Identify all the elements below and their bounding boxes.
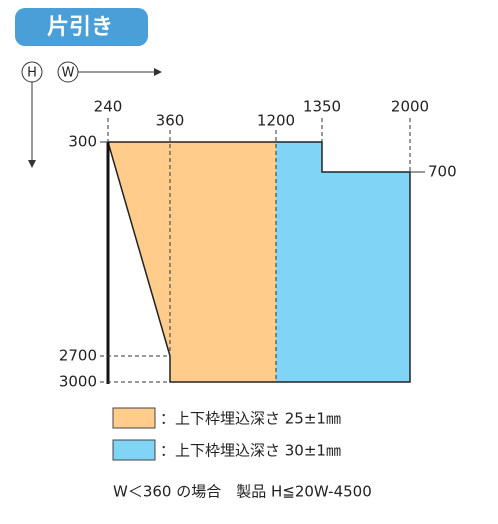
legend-label: ：上下枠埋込深さ 30±1㎜ xyxy=(160,442,341,460)
badge-text: 片引き xyxy=(47,15,113,40)
y-label: 2700 xyxy=(59,347,97,365)
legend-swatch xyxy=(112,407,156,429)
h-label: H xyxy=(27,66,37,81)
y-label: 700 xyxy=(428,163,457,181)
w-label: W xyxy=(62,66,75,81)
x-label: 2000 xyxy=(391,98,429,116)
y-label: 3000 xyxy=(59,373,97,391)
legend-label: ：上下枠埋込深さ 25±1㎜ xyxy=(160,410,341,428)
x-label: 240 xyxy=(94,98,123,116)
guide-lines xyxy=(100,118,411,383)
badge xyxy=(15,8,148,46)
x-label: 1200 xyxy=(257,112,295,130)
y-label: 300 xyxy=(68,133,97,151)
x-label: 360 xyxy=(156,112,185,130)
blue-region xyxy=(276,142,410,382)
outline xyxy=(107,141,411,383)
x-label: 1350 xyxy=(303,98,341,116)
orange-region xyxy=(108,142,276,382)
w-arrowhead xyxy=(154,68,162,76)
legend-swatch xyxy=(112,439,156,461)
note: W＜360 の場合 製品 H≦20W-4500 xyxy=(113,483,372,501)
h-arrowhead xyxy=(28,160,36,168)
